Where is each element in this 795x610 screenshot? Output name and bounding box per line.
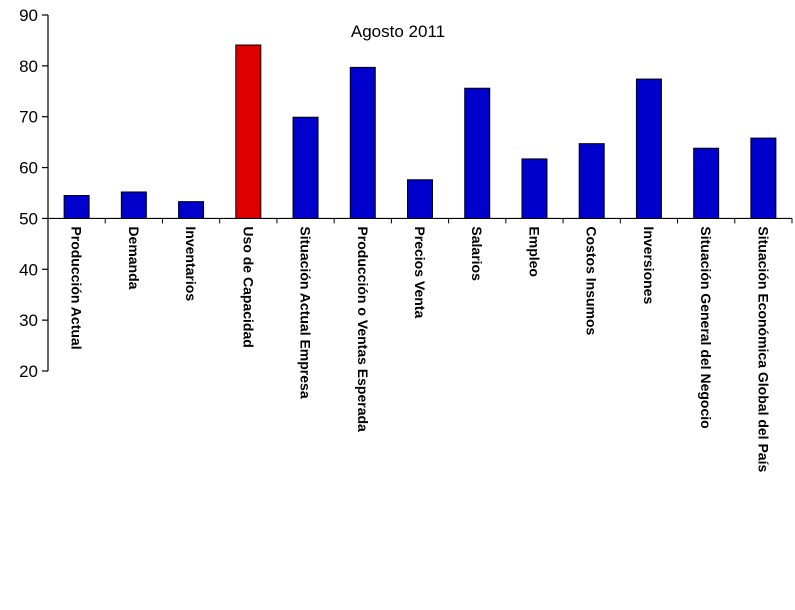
bar-5 [292,116,319,219]
y-tick-label: 70 [19,108,38,127]
bar-9 [521,158,548,219]
bar-11 [635,78,662,219]
category-label: Producción Actual [69,226,85,349]
category-label: Uso de Capacidad [240,226,256,347]
bars [63,44,777,219]
bar-2 [120,191,147,219]
bar-13 [750,137,777,219]
category-label: Situación Económica Global del País [755,226,771,472]
bar-12 [693,147,720,219]
bar-6 [349,66,376,219]
bar-8 [464,87,491,219]
x-axis [48,217,793,224]
category-label: Demanda [126,226,142,289]
y-tick-label: 50 [19,209,38,228]
category-labels: Producción Actual Demanda Inventarios Uso d… [69,226,772,472]
chart-title: Agosto 2011 [351,22,445,41]
category-label: Inventarios [183,226,199,301]
y-tick-labels: 20 30 40 50 60 70 80 90 [19,6,38,381]
bar-3 [178,201,205,219]
bar-4 [235,44,262,219]
y-tick-label: 20 [19,362,38,381]
category-label: Empleo [526,226,542,277]
category-label: Producción o Ventas Esperada [355,226,371,432]
bar-1 [63,195,90,219]
bar-7 [407,179,433,219]
category-label: Inversiones [641,226,657,304]
bar-10 [578,143,605,219]
y-tick-label: 80 [19,57,38,76]
category-label: Situación Actual Empresa [298,226,314,398]
category-label: Costos Insumos [584,226,600,335]
y-axis [42,14,49,372]
y-tick-label: 30 [19,311,38,330]
category-label: Situación General del Negocio [698,226,714,428]
y-tick-label: 90 [19,6,38,25]
y-tick-label: 40 [19,260,38,279]
y-tick-label: 60 [19,159,38,178]
category-label: Salarios [469,226,485,281]
category-label: Precios Venta [412,226,428,318]
